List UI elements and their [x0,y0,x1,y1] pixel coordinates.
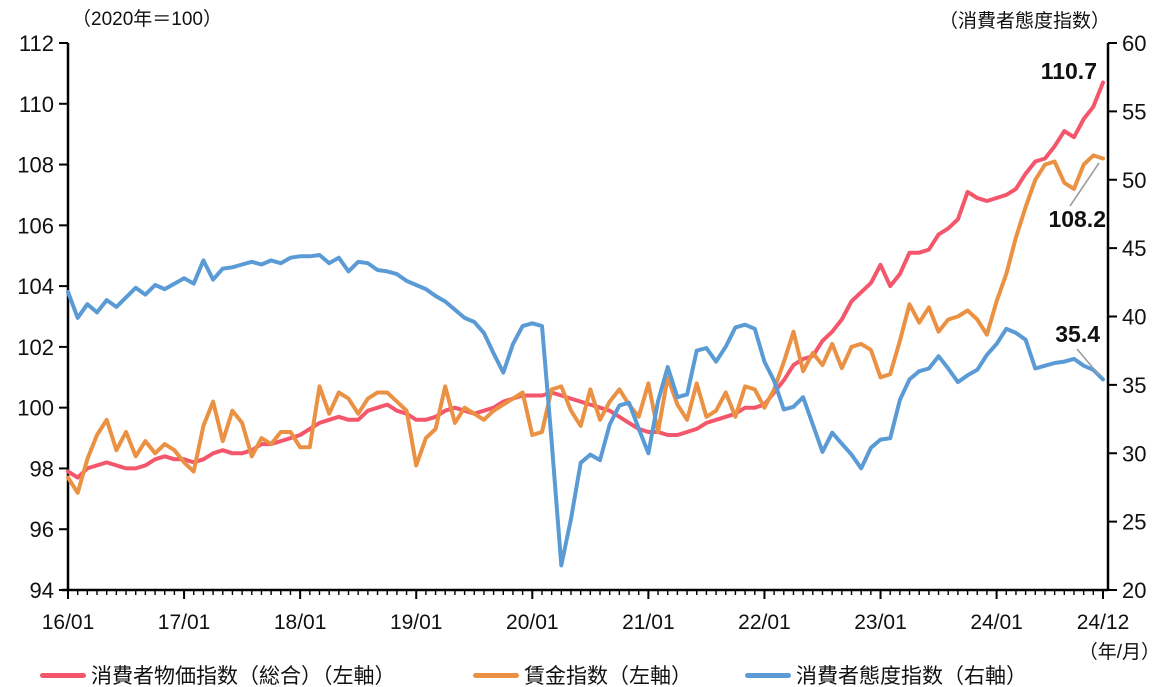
annotation-value-label: 110.7 [1041,58,1097,84]
annotation-leader-line [1069,162,1100,207]
y-left-tick-label: 108 [17,153,54,178]
legend-item-confidence: 消費者態度指数（右軸） [745,660,1027,687]
right-axis-unit-label: （消費者態度指数） [938,11,1110,32]
x-tick-label: 24/12 [1077,611,1130,634]
legend-swatch-cpi [40,672,86,678]
y-left-tick-label: 110 [19,92,54,117]
x-axis-unit-label: （年/月） [1078,642,1160,663]
y-right-tick-label: 20 [1122,578,1146,603]
x-tick-label: 23/01 [854,611,907,634]
y-left-tick-label: 112 [19,31,54,56]
y-left-tick-label: 104 [17,274,54,299]
y-right-tick-label: 30 [1122,441,1146,466]
legend-swatch-wage [473,672,519,678]
y-right-tick-label: 40 [1122,305,1146,330]
series-line-0 [66,80,1105,480]
x-tick-label: 20/01 [506,611,559,634]
x-tick-label: 24/01 [970,611,1023,634]
x-tick-label: 22/01 [738,611,791,634]
y-right-tick-label: 60 [1122,31,1146,56]
x-tick-label: 21/01 [622,611,675,634]
x-tick-label: 16/01 [42,611,95,634]
y-left-tick-label: 106 [17,213,54,238]
series-line-1 [66,153,1105,495]
legend-swatch-confidence [745,672,791,678]
y-left-tick-label: 98 [30,456,54,481]
y-right-tick-label: 45 [1122,236,1146,261]
x-tick-label: 18/01 [274,611,327,634]
legend-label-wage: 賃金指数（左軸） [524,665,692,687]
legend-label-confidence: 消費者態度指数（右軸） [796,665,1027,687]
x-tick-label: 19/01 [390,611,443,634]
y-left-tick-label: 96 [30,517,54,542]
legend-label-cpi: 消費者物価指数（総合）（左軸） [91,665,396,687]
annotation-value-label: 35.4 [1055,321,1100,347]
y-left-tick-label: 94 [30,578,54,603]
legend-item-cpi: 消費者物価指数（総合）（左軸） [40,660,396,687]
x-tick-label: 17/01 [158,611,211,634]
y-right-tick-label: 55 [1122,99,1146,124]
y-right-tick-label: 25 [1122,510,1146,535]
y-left-tick-label: 102 [17,335,54,360]
plot-area: 94 96 98 100 102 104 106 108 110 112 20 25 30 35 40 45 5… [17,31,1146,634]
series-line-2 [66,253,1105,568]
annotation-value-label: 108.2 [1048,206,1106,232]
legend-item-wage: 賃金指数（左軸） [473,660,692,687]
left-axis-unit-label: （2020年＝100） [72,9,222,30]
annotation-leader-line [1076,348,1100,376]
legend: 消費者物価指数（総合）（左軸） 賃金指数（左軸） 消費者態度指数（右軸） [0,660,1165,687]
y-right-tick-label: 35 [1122,373,1146,398]
y-left-tick-label: 100 [17,396,54,421]
y-right-tick-label: 50 [1122,168,1146,193]
